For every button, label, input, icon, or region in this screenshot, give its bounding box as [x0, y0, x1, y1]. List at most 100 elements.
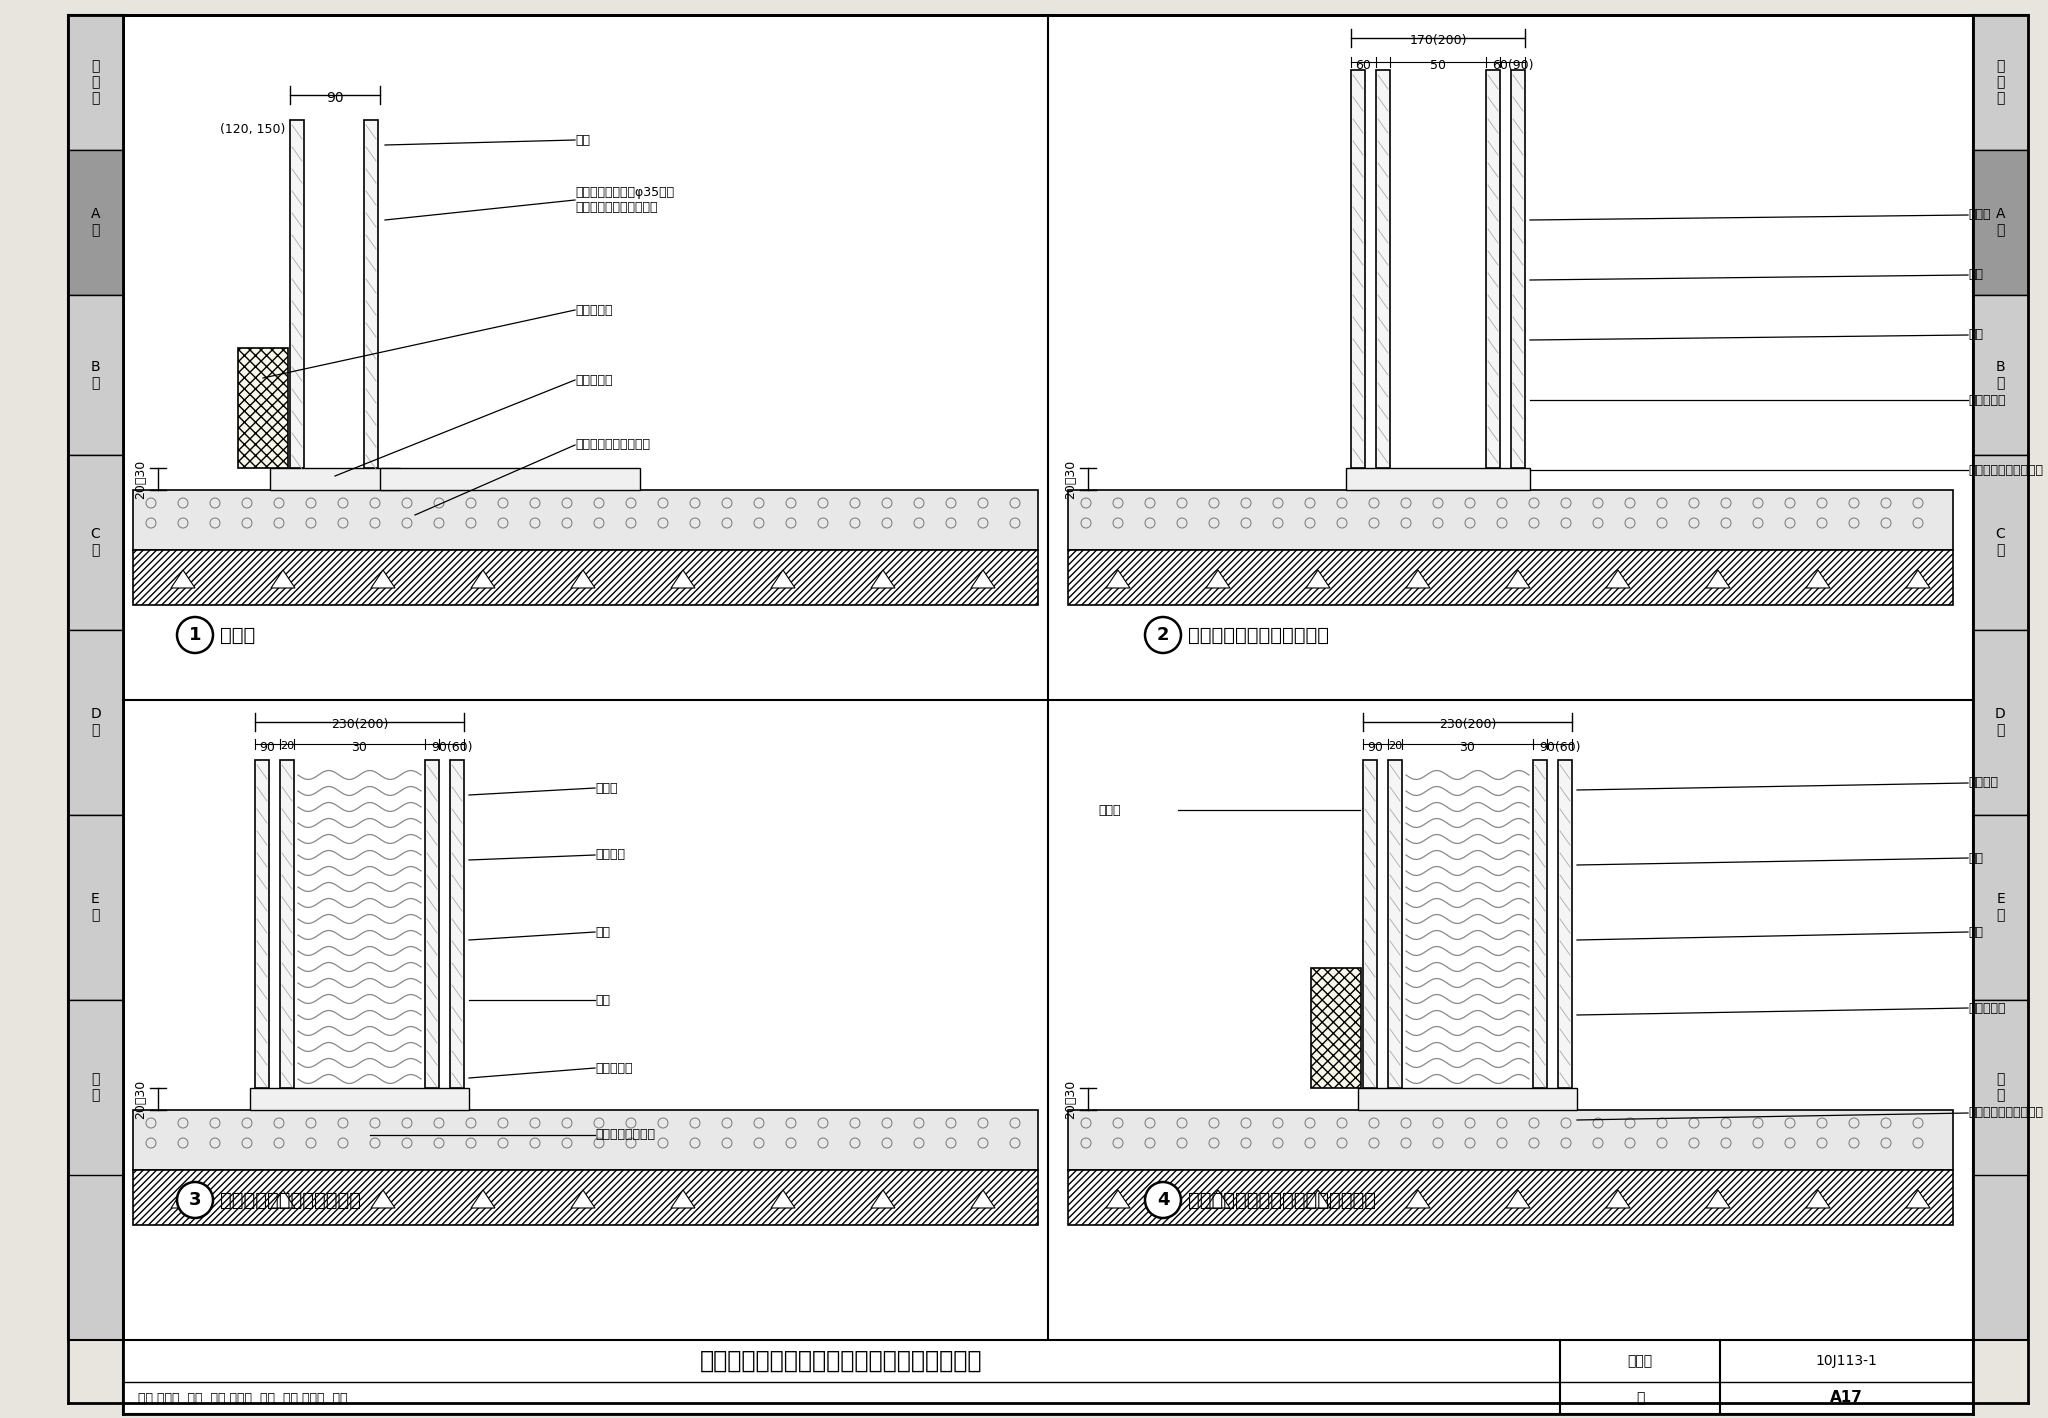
Text: 4: 4 — [1157, 1191, 1169, 1210]
Polygon shape — [1907, 1190, 1929, 1208]
Bar — [381, 468, 639, 491]
Bar — [68, 630, 123, 815]
Text: 条板: 条板 — [575, 133, 590, 146]
Polygon shape — [270, 570, 295, 588]
Polygon shape — [471, 570, 496, 588]
Bar — [1972, 455, 2028, 630]
Polygon shape — [1407, 570, 1430, 588]
Polygon shape — [1206, 1190, 1231, 1208]
Text: 吸声材料: 吸声材料 — [1968, 777, 1999, 790]
Polygon shape — [571, 1190, 596, 1208]
Text: A
型: A 型 — [1995, 207, 2005, 238]
Polygon shape — [1806, 1190, 1831, 1208]
Text: 每块板中钻孔埋入φ35木楔
用粘结剂填塞严实后刮平: 每块板中钻孔埋入φ35木楔 用粘结剂填塞严实后刮平 — [575, 186, 674, 214]
Polygon shape — [1106, 570, 1130, 588]
Polygon shape — [770, 570, 795, 588]
Polygon shape — [1505, 1190, 1530, 1208]
Text: 细石混凝土: 细石混凝土 — [575, 373, 612, 387]
Bar — [238, 347, 289, 468]
Text: 细石混凝土: 细石混凝土 — [1968, 394, 2005, 407]
Bar — [1067, 550, 1954, 605]
Text: 踢脚: 踢脚 — [1968, 926, 1982, 939]
Polygon shape — [371, 570, 395, 588]
Bar — [281, 760, 295, 1088]
Text: 20: 20 — [1389, 742, 1403, 752]
Text: 总
说
明: 总 说 明 — [92, 60, 100, 106]
Text: 空气层: 空气层 — [596, 781, 618, 794]
Bar — [68, 16, 123, 150]
Text: 60: 60 — [1356, 60, 1372, 72]
Text: E
型: E 型 — [90, 892, 100, 923]
Text: 附
录: 附 录 — [92, 1072, 100, 1103]
Polygon shape — [170, 570, 195, 588]
Text: 附
录: 附 录 — [1997, 1072, 2005, 1103]
Text: 页: 页 — [1636, 1391, 1645, 1405]
Polygon shape — [1307, 1190, 1329, 1208]
Text: A17: A17 — [1831, 1391, 1864, 1405]
Text: 30: 30 — [1460, 742, 1475, 754]
Text: 细石混凝土: 细石混凝土 — [1968, 1001, 2005, 1014]
Bar — [68, 150, 123, 295]
Text: 踢脚: 踢脚 — [596, 994, 610, 1007]
Text: (120, 150): (120, 150) — [219, 123, 285, 136]
Text: 楼地面接工程设计: 楼地面接工程设计 — [596, 1129, 655, 1141]
Bar — [133, 491, 1038, 550]
Bar — [1972, 150, 2028, 295]
Polygon shape — [170, 1190, 195, 1208]
Polygon shape — [371, 1190, 395, 1208]
Bar — [426, 760, 438, 1088]
Text: B
型: B 型 — [90, 360, 100, 390]
Text: 170(200): 170(200) — [1409, 34, 1466, 47]
Polygon shape — [571, 570, 596, 588]
Text: 双层条板隔墙与楼地面连接、木踢脚: 双层条板隔墙与楼地面连接、木踢脚 — [1188, 1191, 1376, 1210]
Bar — [68, 16, 123, 1340]
Polygon shape — [672, 570, 694, 588]
Polygon shape — [672, 1190, 694, 1208]
Bar — [1534, 760, 1546, 1088]
Text: 吸声材料: 吸声材料 — [596, 848, 625, 862]
Text: 楼地面垫层按工程设计: 楼地面垫层按工程设计 — [1968, 1106, 2044, 1119]
Text: 图集号: 图集号 — [1628, 1354, 1653, 1368]
Text: 审核 韩亚非  签名  校对 张兰英  签名  设计 杨小东  签名: 审核 韩亚非 签名 校对 张兰英 签名 设计 杨小东 签名 — [137, 1391, 348, 1404]
Bar — [1972, 815, 2028, 1000]
Polygon shape — [870, 1190, 895, 1208]
Text: D
型: D 型 — [90, 708, 100, 737]
Bar — [1559, 760, 1573, 1088]
Bar — [1389, 760, 1403, 1088]
Text: 230(200): 230(200) — [332, 718, 389, 732]
Bar — [270, 468, 399, 491]
Text: 细石混凝土: 细石混凝土 — [596, 1062, 633, 1075]
Text: 10J113-1: 10J113-1 — [1817, 1354, 1878, 1368]
Bar — [291, 121, 303, 468]
Text: 空气层: 空气层 — [1098, 804, 1120, 817]
Bar — [68, 295, 123, 455]
Text: 20～30: 20～30 — [1065, 1079, 1077, 1119]
Bar — [68, 815, 123, 1000]
Polygon shape — [1706, 570, 1731, 588]
Text: 楼地面垫层按工程设计: 楼地面垫层按工程设计 — [575, 438, 649, 451]
Text: 20～30: 20～30 — [1065, 459, 1077, 499]
Polygon shape — [1806, 570, 1831, 588]
Text: 230(200): 230(200) — [1440, 718, 1497, 732]
Bar — [1487, 69, 1499, 468]
Bar — [1972, 1000, 2028, 1176]
Polygon shape — [471, 1190, 496, 1208]
Bar — [133, 550, 1038, 605]
Text: 空气层: 空气层 — [1968, 208, 1991, 221]
Bar — [133, 1170, 1038, 1225]
Text: 20: 20 — [281, 742, 295, 752]
Bar — [1364, 760, 1376, 1088]
Text: E
型: E 型 — [1997, 892, 2005, 923]
Circle shape — [176, 617, 213, 654]
Polygon shape — [1907, 570, 1929, 588]
Text: D
型: D 型 — [1995, 708, 2005, 737]
Bar — [365, 121, 379, 468]
Bar — [133, 1110, 1038, 1170]
Bar — [1352, 69, 1366, 468]
Bar — [1972, 630, 2028, 815]
Text: 条板: 条板 — [1968, 851, 1982, 865]
Text: 20～30: 20～30 — [133, 459, 147, 499]
Text: 条板: 条板 — [1968, 268, 1982, 282]
Bar — [123, 1340, 1972, 1414]
Text: 双层条板隔墙与楼地面连接: 双层条板隔墙与楼地面连接 — [219, 1191, 360, 1210]
